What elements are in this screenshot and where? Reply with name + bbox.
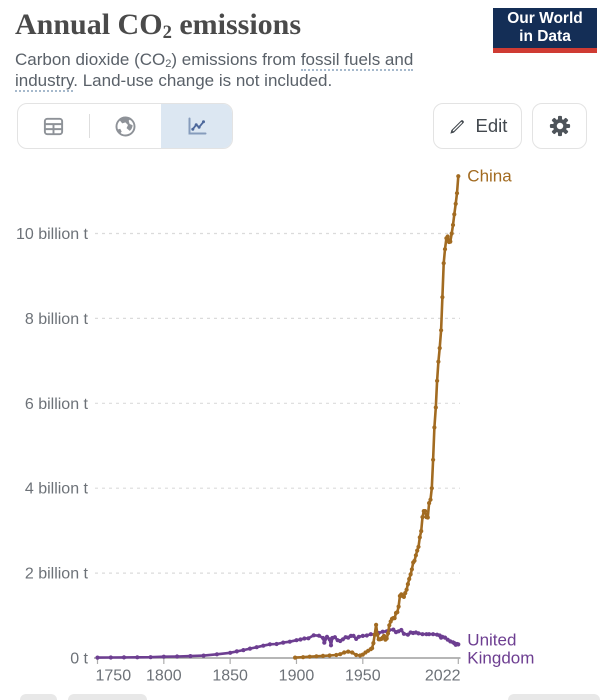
logo-line-2: in Data — [519, 28, 571, 45]
pencil-icon — [449, 119, 464, 134]
svg-text:8 billion t: 8 billion t — [25, 311, 89, 328]
title-text: Annual CO — [15, 8, 163, 41]
subtitle-text-2: ) emissions from — [171, 49, 301, 69]
page-title: Annual CO2 emissions — [15, 8, 475, 44]
svg-text:6 billion t: 6 billion t — [25, 396, 89, 413]
edit-button[interactable]: Edit — [433, 103, 522, 149]
chart-canvas[interactable]: 0 t 2 billion t 4 billion t 6 billion t 8 bi… — [0, 155, 603, 700]
chart-view-button[interactable] — [161, 104, 232, 148]
svg-text:1900: 1900 — [279, 668, 315, 685]
entity-labels[interactable]: United Kingdom China — [467, 167, 534, 668]
title-subscript: 2 — [162, 22, 172, 44]
chart-subtitle: Carbon dioxide (CO2) emissions from foss… — [15, 49, 467, 92]
svg-text:1850: 1850 — [212, 668, 248, 685]
svg-text:4 billion t: 4 billion t — [25, 481, 89, 498]
logo-line-1: Our World — [507, 9, 583, 27]
fossil-fuels-industry-link[interactable]: fossil fuels and industry — [15, 49, 414, 92]
subtitle-subscript: 2 — [165, 58, 172, 71]
x-axis: 1750 1800 1850 1900 1950 2022 — [94, 657, 461, 685]
line-chart-icon — [188, 117, 206, 135]
svg-text:1800: 1800 — [146, 668, 182, 685]
title-text-2: emissions — [171, 8, 302, 41]
footer-cutoff-control-middle[interactable] — [68, 694, 147, 700]
svg-text:2022: 2022 — [425, 668, 461, 685]
settings-button[interactable] — [532, 103, 587, 149]
chart-header: Annual CO2 emissions Carbon dioxide (CO2… — [15, 8, 475, 92]
svg-text:China: China — [467, 167, 512, 186]
svg-text:10 billion t: 10 billion t — [16, 226, 89, 243]
subtitle-text-3: . Land-use change is not included. — [73, 70, 333, 90]
svg-text:1750: 1750 — [96, 668, 132, 685]
map-view-button[interactable] — [90, 104, 161, 148]
table-view-button[interactable] — [18, 104, 89, 148]
svg-text:0 t: 0 t — [70, 651, 88, 668]
series-lines[interactable] — [95, 174, 461, 660]
gridlines — [95, 232, 460, 574]
edit-button-label: Edit — [475, 115, 508, 136]
footer-cutoff-control-right[interactable] — [508, 694, 600, 700]
y-axis-labels: 0 t 2 billion t 4 billion t 6 billion t 8 bi… — [16, 226, 89, 668]
gear-icon — [549, 115, 570, 137]
svg-text:1950: 1950 — [345, 668, 381, 685]
view-switcher — [17, 103, 233, 149]
footer-cutoff-control-left[interactable] — [20, 694, 57, 700]
globe-icon — [115, 116, 136, 136]
table-icon — [43, 117, 64, 135]
svg-text:2 billion t: 2 billion t — [25, 566, 89, 583]
toolbar-divider — [89, 114, 90, 138]
subtitle-text: Carbon dioxide (CO — [15, 49, 166, 69]
owid-logo[interactable]: Our World in Data — [493, 8, 597, 53]
